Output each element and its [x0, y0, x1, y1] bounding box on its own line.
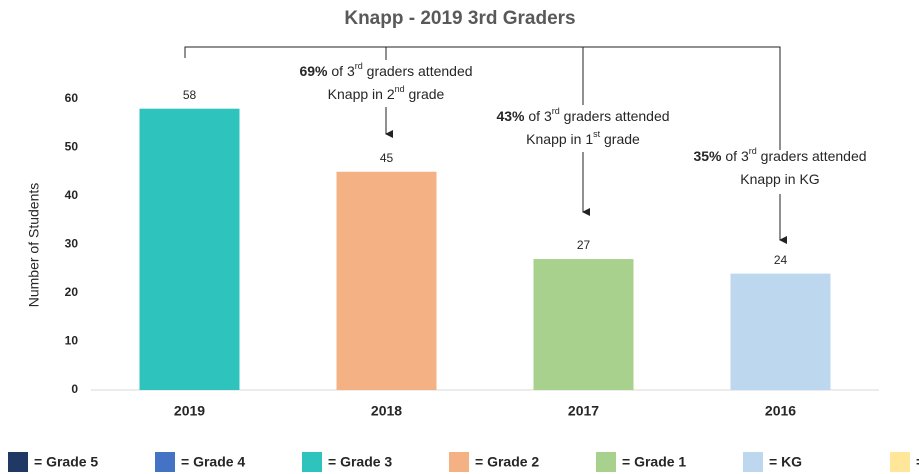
- legend-swatch: [449, 452, 469, 472]
- x-tick-label: 2019: [174, 403, 205, 419]
- y-tick-label: 30: [65, 237, 79, 251]
- annotation-run: 69%: [299, 63, 328, 79]
- annotation-run: rd: [552, 106, 560, 116]
- annotation-run: Knapp in 1: [526, 131, 593, 147]
- x-tick-label: 2018: [371, 403, 402, 419]
- annotation-run: of 3: [328, 63, 355, 79]
- value-label: 45: [380, 151, 394, 165]
- annotation-run: graders attended: [560, 108, 670, 124]
- annotation: 43% of 3rd graders attended: [496, 106, 669, 123]
- y-tick-label: 40: [65, 188, 79, 202]
- chart-title: Knapp - 2019 3rd Graders: [344, 8, 575, 29]
- annotation-run: 43%: [496, 108, 525, 124]
- annotation-run: 35%: [693, 148, 722, 164]
- annotation-run: of 3: [722, 148, 749, 164]
- bar: [533, 259, 634, 390]
- annotation-run: st: [593, 129, 601, 139]
- annotation-run: Knapp in KG: [740, 171, 819, 187]
- annotation-run: nd: [395, 84, 405, 94]
- legend-label: = K4: [916, 454, 919, 470]
- annotation: Knapp in 1st grade: [526, 129, 640, 146]
- annotation: Knapp in 2nd grade: [328, 84, 445, 101]
- y-tick-label: 50: [65, 140, 79, 154]
- x-tick-label: 2017: [568, 403, 599, 419]
- bar: [139, 108, 240, 390]
- legend-swatch: [155, 452, 175, 472]
- annotation-run: rd: [355, 61, 363, 71]
- annotation-run: of 3: [525, 108, 552, 124]
- annotation-run: rd: [749, 146, 757, 156]
- legend-swatch: [743, 452, 763, 472]
- y-tick-label: 20: [65, 285, 79, 299]
- annotation: 35% of 3rd graders attended: [693, 146, 866, 163]
- annotation-run: graders attended: [363, 63, 473, 79]
- legend-label: = Grade 4: [181, 454, 245, 470]
- bar: [336, 171, 437, 390]
- legend-swatch: [302, 452, 322, 472]
- legend-label: = Grade 5: [34, 454, 98, 470]
- value-label: 27: [577, 238, 591, 252]
- legend-label: = Grade 3: [328, 454, 392, 470]
- annotation-run: Knapp in 2: [328, 86, 395, 102]
- annotation: Knapp in KG: [740, 171, 819, 187]
- annotation: 69% of 3rd graders attended: [299, 61, 472, 78]
- y-tick-label: 60: [65, 91, 79, 105]
- legend-swatch: [596, 452, 616, 472]
- legend-swatch: [890, 452, 910, 472]
- annotation-run: grade: [600, 131, 640, 147]
- y-tick-label: 0: [71, 382, 78, 396]
- connectors: [184, 46, 787, 244]
- legend-label: = Grade 2: [475, 454, 539, 470]
- annotation-run: grade: [405, 86, 445, 102]
- legend-swatch: [8, 452, 28, 472]
- legend-label: = Grade 1: [622, 454, 686, 470]
- bar: [730, 273, 831, 390]
- value-label: 58: [183, 88, 197, 102]
- legend-label: = KG: [769, 454, 802, 470]
- y-tick-label: 10: [65, 334, 79, 348]
- value-label: 24: [774, 253, 788, 267]
- y-axis-label: Number of Students: [26, 183, 42, 308]
- x-tick-label: 2016: [765, 403, 796, 419]
- annotation-run: graders attended: [757, 148, 867, 164]
